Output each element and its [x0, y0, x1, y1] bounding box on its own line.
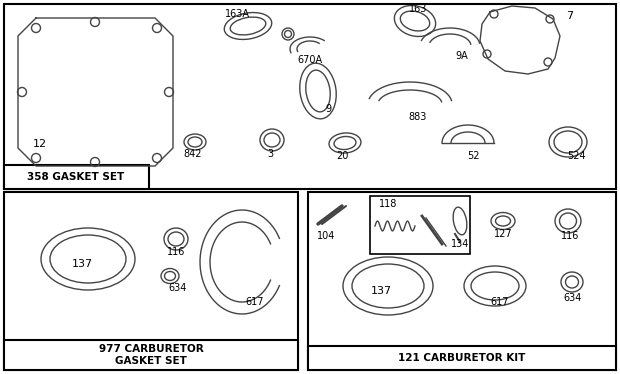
Text: 670A: 670A — [298, 55, 322, 65]
Text: 52: 52 — [467, 151, 479, 161]
Text: 116: 116 — [167, 247, 185, 257]
Bar — [4, 4, 616, 189]
Text: 9A: 9A — [456, 51, 468, 61]
Text: 617: 617 — [491, 297, 509, 307]
Bar — [4, 192, 298, 370]
Text: 163A: 163A — [224, 9, 249, 19]
Text: 634: 634 — [564, 293, 582, 303]
Text: 137: 137 — [71, 259, 92, 269]
Text: 137: 137 — [370, 286, 392, 296]
Bar — [4, 165, 149, 189]
Bar — [308, 192, 616, 370]
Text: 634: 634 — [169, 283, 187, 293]
Bar — [370, 196, 470, 254]
Text: 134: 134 — [451, 239, 469, 249]
Text: 883: 883 — [409, 112, 427, 122]
Text: 121 CARBURETOR KIT: 121 CARBURETOR KIT — [398, 353, 526, 363]
Text: 118: 118 — [379, 199, 397, 209]
Text: 9: 9 — [325, 104, 331, 114]
Text: 163: 163 — [409, 4, 427, 14]
Text: 617: 617 — [246, 297, 264, 307]
Bar — [4, 340, 298, 370]
Bar — [308, 346, 616, 370]
Text: 12: 12 — [33, 139, 47, 149]
Text: 842: 842 — [184, 149, 202, 159]
Text: 104: 104 — [317, 231, 335, 241]
Text: 358 GASKET SET: 358 GASKET SET — [27, 172, 125, 182]
Text: 524: 524 — [567, 151, 585, 161]
Text: 7: 7 — [567, 11, 574, 21]
Text: 977 CARBURETOR
GASKET SET: 977 CARBURETOR GASKET SET — [99, 344, 203, 366]
Text: 127: 127 — [494, 229, 512, 239]
Text: 116: 116 — [561, 231, 579, 241]
Text: 20: 20 — [336, 151, 348, 161]
Text: 3: 3 — [267, 149, 273, 159]
